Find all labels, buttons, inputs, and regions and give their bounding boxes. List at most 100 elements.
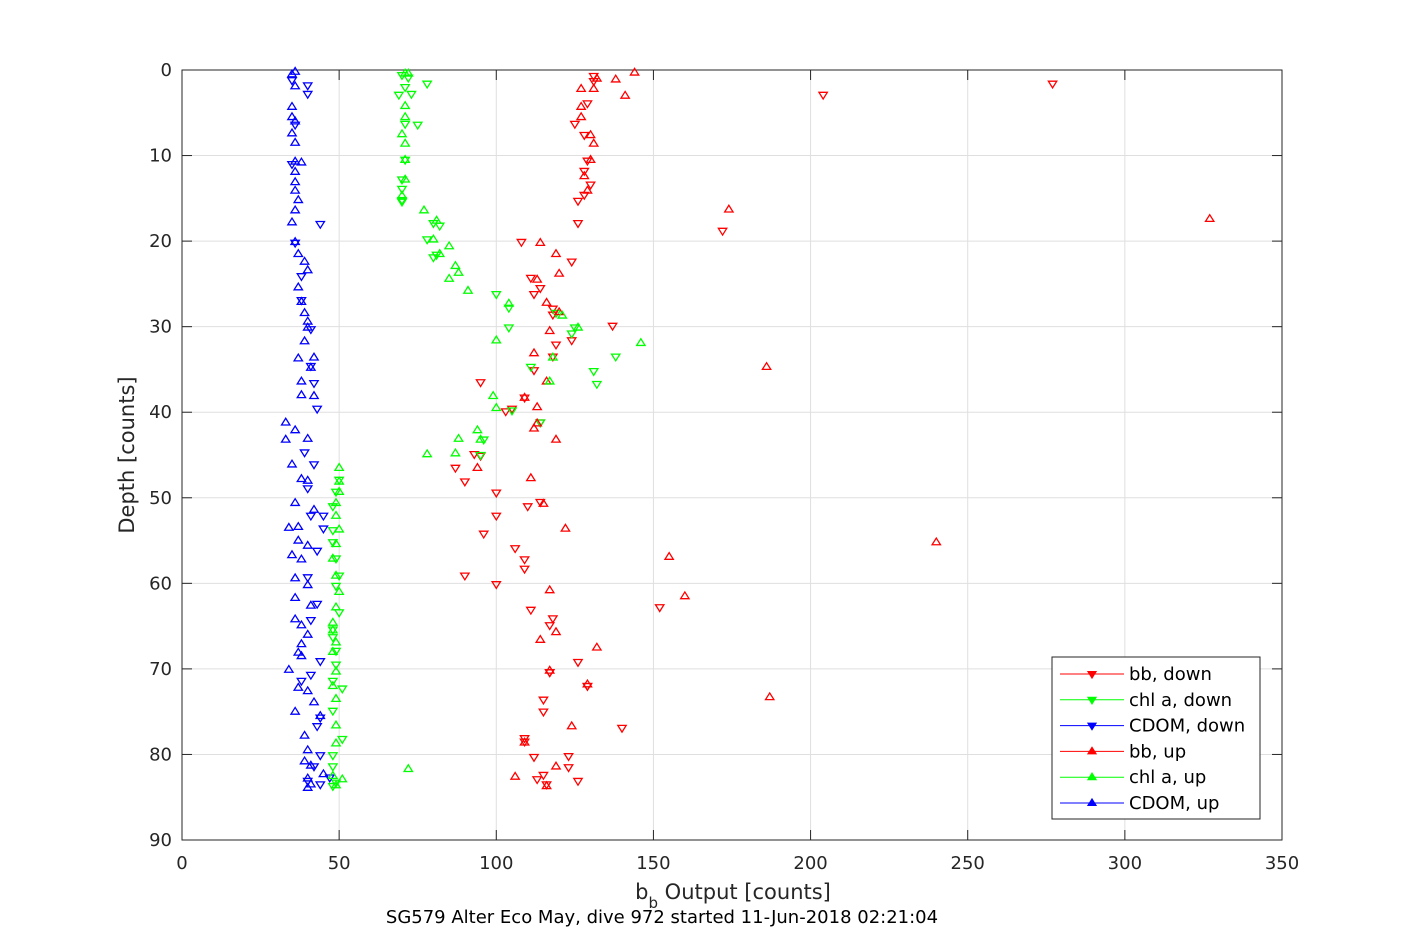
- legend-label: chl a, down: [1129, 690, 1232, 711]
- data-point: [292, 194, 304, 204]
- data-point: [531, 776, 543, 785]
- data-point: [462, 285, 474, 294]
- data-point: [528, 367, 540, 376]
- data-point: [327, 770, 339, 780]
- data-point: [327, 752, 339, 761]
- data-point: [330, 570, 342, 579]
- legend-marker: [1086, 746, 1098, 755]
- data-point: [534, 634, 546, 643]
- data-point: [531, 417, 543, 427]
- data-point: [308, 461, 320, 470]
- data-point: [327, 634, 339, 643]
- x-tick-label: 200: [793, 853, 827, 874]
- data-point: [503, 298, 515, 307]
- data-point: [330, 779, 342, 789]
- data-point: [503, 304, 515, 314]
- data-point: [450, 447, 461, 457]
- y-tick-label: 0: [161, 60, 172, 81]
- data-point: [550, 248, 562, 258]
- data-point: [547, 352, 559, 361]
- data-point: [330, 647, 342, 657]
- data-point: [399, 138, 411, 147]
- data-point: [289, 706, 301, 715]
- data-point: [296, 375, 307, 385]
- data-point: [519, 556, 530, 565]
- data-point: [550, 309, 562, 319]
- data-point: [566, 720, 578, 730]
- data-point: [396, 198, 408, 208]
- data-point: [575, 83, 587, 92]
- data-point: [314, 710, 326, 720]
- data-point: [330, 666, 342, 675]
- data-point: [286, 216, 298, 226]
- data-point: [318, 525, 329, 535]
- data-point: [531, 274, 543, 283]
- data-point: [572, 777, 584, 787]
- data-point: [311, 405, 323, 415]
- data-point: [468, 450, 480, 460]
- data-point: [289, 592, 301, 602]
- legend-marker: [1086, 722, 1098, 731]
- y-tick-label: 40: [149, 402, 172, 423]
- data-point: [302, 540, 314, 549]
- data-point: [330, 636, 342, 646]
- data-point: [302, 82, 314, 91]
- data-point: [308, 390, 320, 400]
- data-point: [289, 185, 301, 194]
- data-point: [302, 685, 314, 695]
- data-point: [591, 380, 603, 390]
- data-point: [286, 549, 298, 559]
- data-point: [289, 137, 301, 146]
- data-point: [525, 606, 537, 616]
- data-point: [308, 763, 320, 772]
- data-point: [299, 307, 310, 317]
- data-point: [305, 671, 317, 681]
- legend-box: [1051, 656, 1261, 820]
- axis-ticks: 0 50 100 150 200 250 300 350 0 10 20 30 40 50 60 70 80 90: [149, 60, 1299, 874]
- data-point: [610, 353, 622, 363]
- data-point: [572, 322, 584, 331]
- legend-item: bb, down: [1060, 664, 1212, 685]
- data-point: [588, 83, 600, 92]
- data-point: [717, 227, 728, 237]
- data-point: [575, 101, 587, 110]
- data-point: [330, 555, 342, 564]
- data-point: [286, 101, 298, 110]
- data-point: [314, 220, 326, 230]
- data-point: [289, 497, 301, 507]
- data-point: [619, 90, 631, 99]
- data-point: [635, 337, 647, 347]
- data-point: [305, 616, 317, 626]
- data-point: [396, 190, 408, 199]
- legend-label: bb, up: [1129, 741, 1186, 762]
- data-point: [421, 448, 433, 458]
- data-point: [314, 781, 326, 790]
- data-point: [289, 239, 301, 249]
- data-point: [572, 197, 584, 207]
- data-point: [289, 572, 301, 582]
- data-point: [663, 551, 675, 560]
- data-point: [616, 724, 628, 734]
- data-point: [490, 581, 502, 590]
- data-point: [327, 782, 339, 792]
- data-point: [296, 677, 307, 687]
- data-point: [582, 157, 593, 167]
- data-point: [572, 219, 584, 229]
- x-axis-label-subscript: b: [648, 894, 658, 912]
- data-point: [296, 296, 307, 306]
- data-point: [450, 464, 461, 474]
- data-point: [296, 273, 307, 282]
- data-point: [569, 120, 581, 130]
- data-point: [534, 419, 546, 428]
- data-point: [1204, 213, 1216, 223]
- data-point: [327, 677, 339, 687]
- data-point: [607, 322, 618, 332]
- data-point: [516, 238, 527, 248]
- data-point: [453, 267, 464, 276]
- data-point: [506, 407, 518, 416]
- data-point: [560, 523, 571, 532]
- data-point: [478, 436, 490, 446]
- data-point: [299, 755, 310, 765]
- data-point: [396, 185, 408, 195]
